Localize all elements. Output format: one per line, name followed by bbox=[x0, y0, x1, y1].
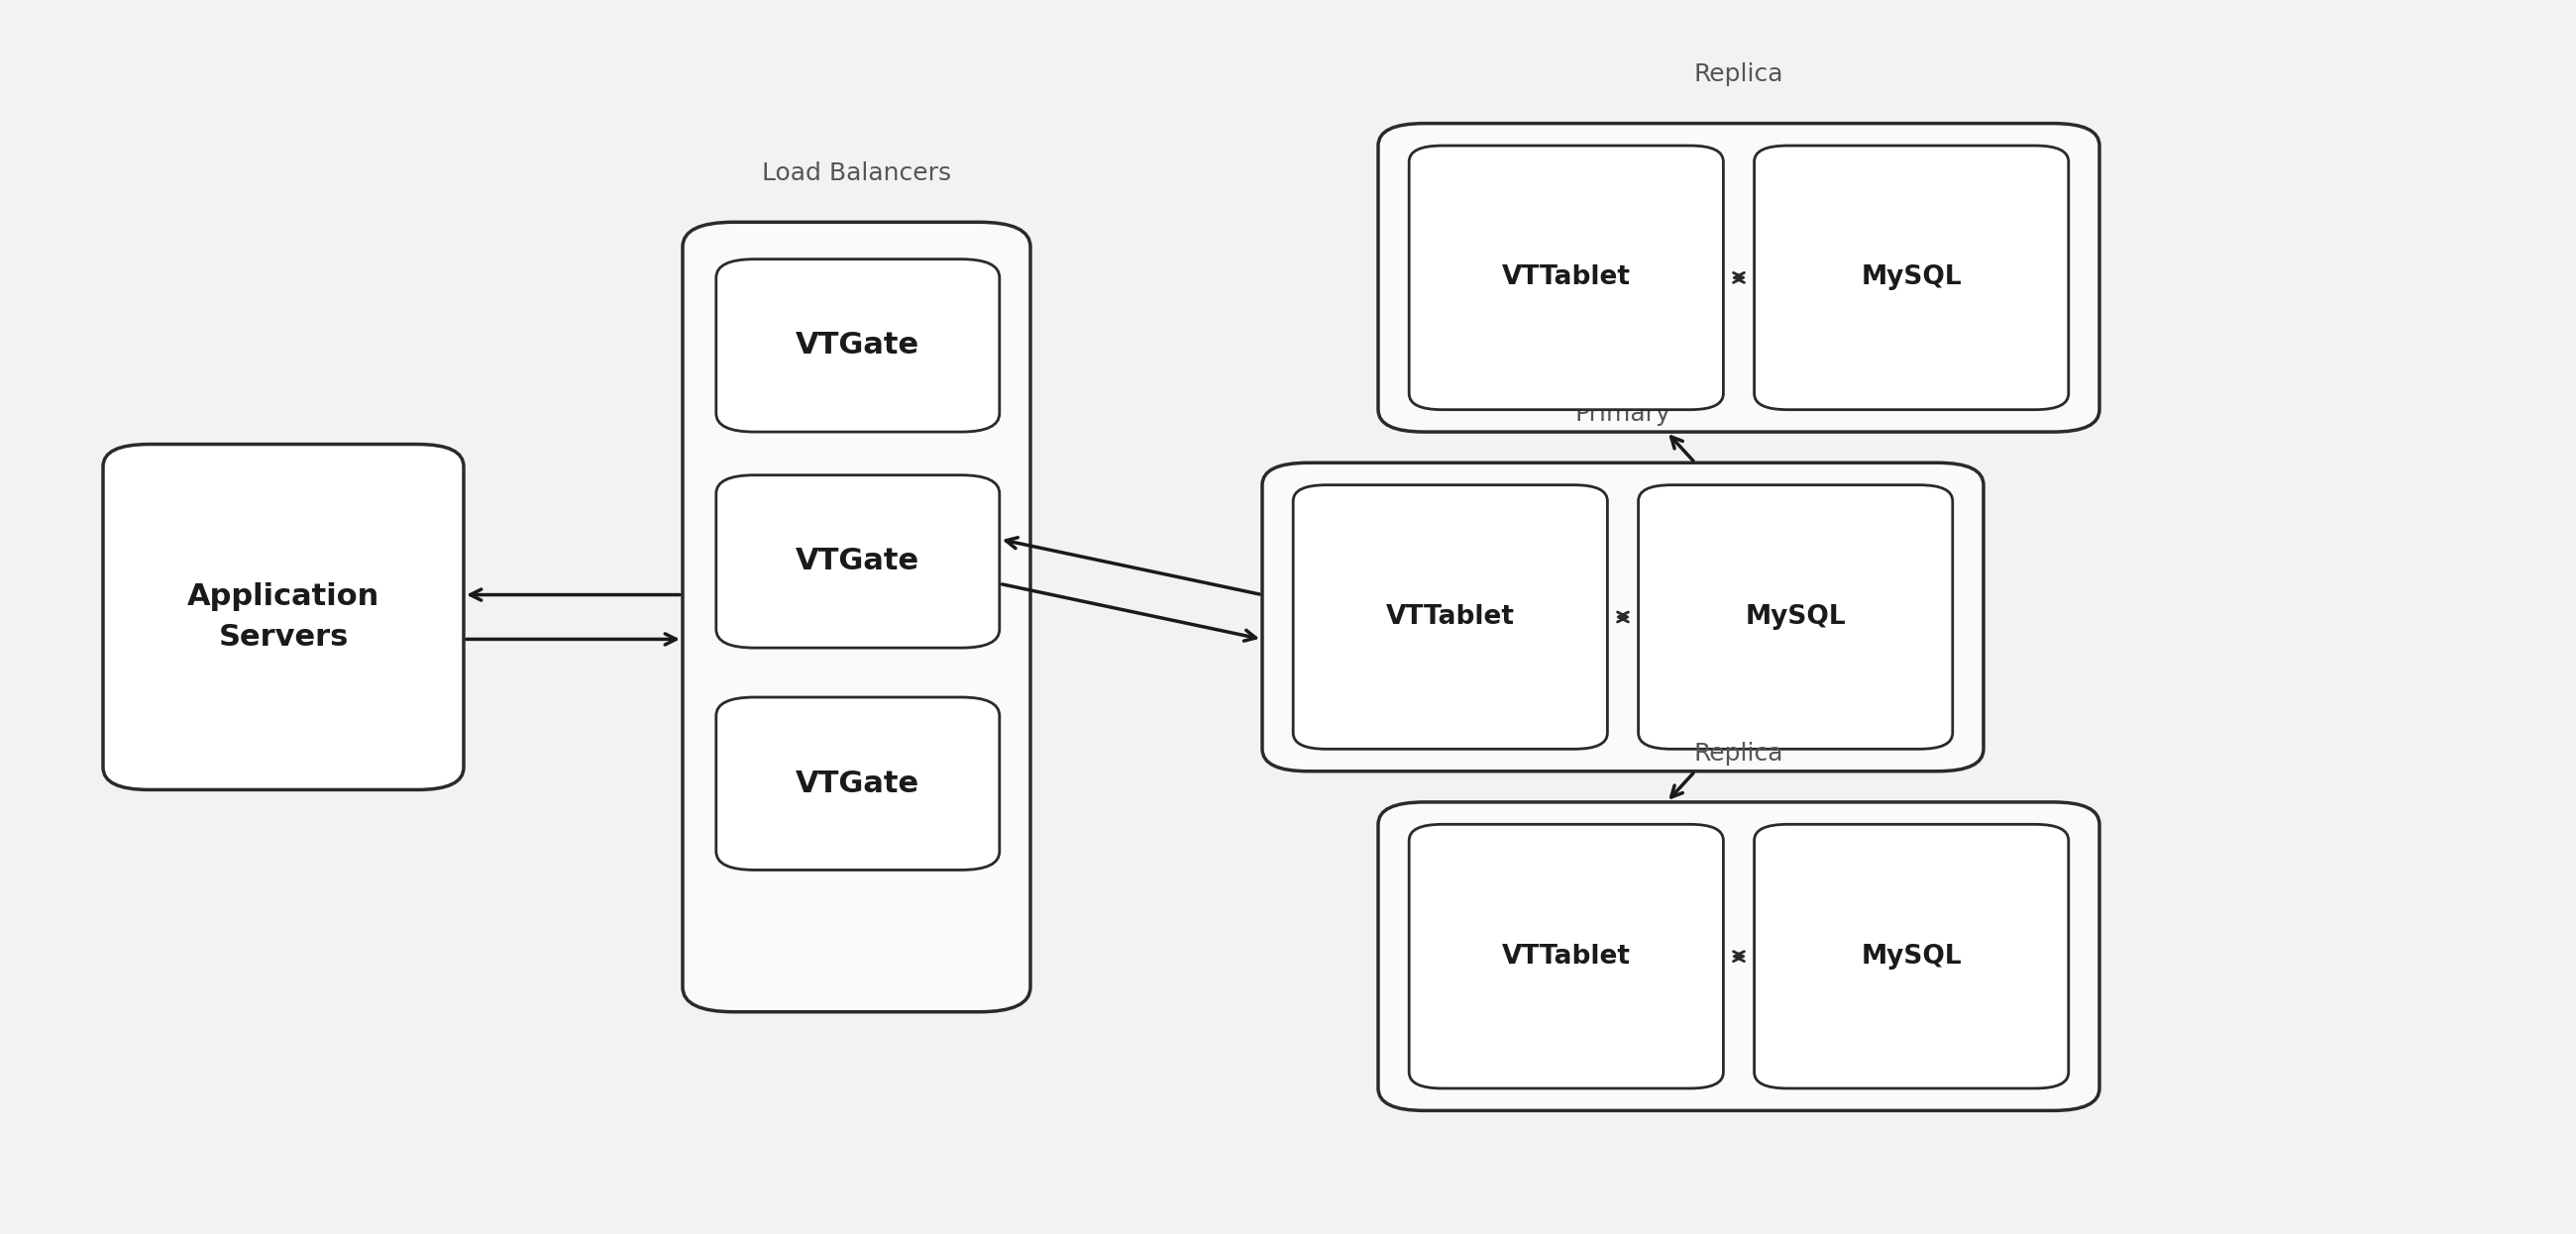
Text: Load Balancers: Load Balancers bbox=[762, 162, 951, 185]
FancyBboxPatch shape bbox=[1409, 146, 1723, 410]
Text: MySQL: MySQL bbox=[1860, 944, 1963, 969]
Text: MySQL: MySQL bbox=[1744, 605, 1847, 629]
Text: VTTablet: VTTablet bbox=[1502, 944, 1631, 969]
FancyBboxPatch shape bbox=[1754, 824, 2069, 1088]
Text: Replica: Replica bbox=[1695, 742, 1783, 765]
Text: VTTablet: VTTablet bbox=[1386, 605, 1515, 629]
FancyBboxPatch shape bbox=[1293, 485, 1607, 749]
FancyBboxPatch shape bbox=[103, 444, 464, 790]
Text: MySQL: MySQL bbox=[1860, 265, 1963, 290]
FancyBboxPatch shape bbox=[716, 259, 999, 432]
FancyBboxPatch shape bbox=[1378, 123, 2099, 432]
Text: VTTablet: VTTablet bbox=[1502, 265, 1631, 290]
FancyBboxPatch shape bbox=[1754, 146, 2069, 410]
FancyBboxPatch shape bbox=[683, 222, 1030, 1012]
FancyBboxPatch shape bbox=[1262, 463, 1984, 771]
Text: Primary: Primary bbox=[1574, 402, 1672, 426]
FancyBboxPatch shape bbox=[1409, 824, 1723, 1088]
Text: VTGate: VTGate bbox=[796, 331, 920, 360]
FancyBboxPatch shape bbox=[1378, 802, 2099, 1111]
Text: VTGate: VTGate bbox=[796, 769, 920, 798]
FancyBboxPatch shape bbox=[1638, 485, 1953, 749]
FancyBboxPatch shape bbox=[716, 697, 999, 870]
Text: Application
Servers: Application Servers bbox=[188, 582, 379, 652]
Text: Replica: Replica bbox=[1695, 63, 1783, 86]
FancyBboxPatch shape bbox=[716, 475, 999, 648]
Text: VTGate: VTGate bbox=[796, 547, 920, 576]
